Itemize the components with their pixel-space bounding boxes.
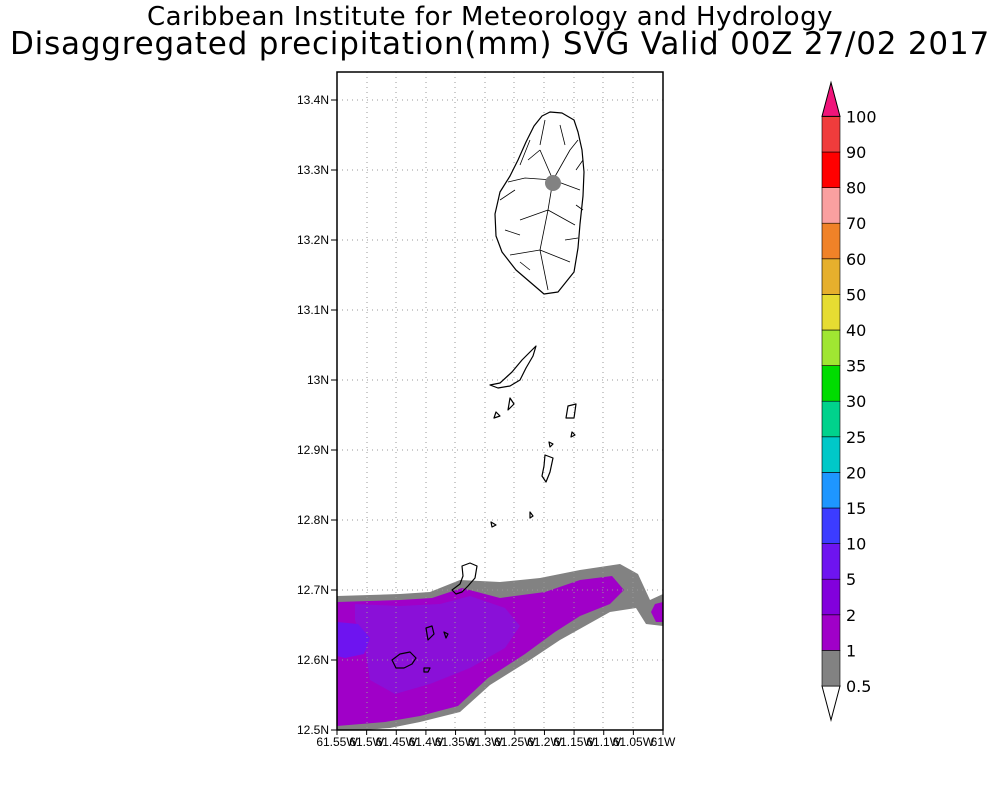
colorbar-swatch	[821, 116, 841, 153]
la-soufriere-summit	[545, 175, 561, 191]
lat-tick-label: 13.4N	[297, 93, 329, 107]
colorbar-swatch	[821, 365, 841, 402]
lon-tick-label: 61.5W	[349, 735, 384, 749]
colorbar-label: 0.5	[846, 677, 871, 696]
colorbar-swatch	[821, 151, 841, 188]
colorbar-underflow-triangle	[821, 685, 841, 722]
colorbar-label: 2	[846, 606, 856, 625]
colorbar-label: 20	[846, 463, 866, 482]
island-carriacou	[391, 651, 417, 669]
colorbar-swatch	[821, 650, 841, 687]
lat-tick-label: 12.7N	[297, 583, 329, 597]
island-small-1	[507, 397, 515, 411]
lon-tick-label: 61.3W	[468, 735, 503, 749]
coastlines	[391, 111, 585, 673]
colorbar-label: 25	[846, 428, 866, 447]
lon-tick-label: 61.1W	[586, 735, 621, 749]
lat-tick-label: 13N	[307, 373, 329, 387]
map-title-institute: Caribbean Institute for Meteorology and …	[147, 2, 833, 32]
latitude-axis: 13.4N 13.3N 13.2N 13.1N 13N 12.9N 12.8N 12.7N 12…	[297, 93, 337, 737]
island-small-6	[529, 511, 534, 519]
colorbar-label: 35	[846, 357, 866, 376]
colorbar-swatch	[821, 258, 841, 295]
colorbar-swatch	[821, 472, 841, 509]
lon-tick-label: 61.2W	[527, 735, 562, 749]
colorbar-label: 60	[846, 250, 866, 269]
longitude-axis: 61.55W61.5W61.45W61.4W61.35W61.3W61.25W6…	[316, 730, 676, 749]
precipitation-field	[337, 564, 663, 730]
colorbar-label: 90	[846, 143, 866, 162]
island-small-7	[443, 631, 449, 639]
colorbar-label: 80	[846, 179, 866, 198]
lat-tick-label: 12.6N	[297, 653, 329, 667]
lat-tick-label: 12.8N	[297, 513, 329, 527]
island-canouan	[541, 454, 554, 483]
island-union	[451, 562, 478, 595]
precip-contour-east-edge	[651, 602, 663, 622]
island-bequia	[489, 345, 537, 389]
lon-tick-label: 61.35W	[435, 735, 477, 749]
colorbar-label: 50	[846, 285, 866, 304]
island-mustique	[565, 403, 577, 419]
colorbar-label: 40	[846, 321, 866, 340]
colorbar-swatch	[821, 543, 841, 580]
lat-tick-label: 13.2N	[297, 233, 329, 247]
colorbar-swatch	[821, 436, 841, 473]
lon-tick-label: 61.25W	[494, 735, 536, 749]
colorbar-swatch	[821, 294, 841, 331]
island-small-3	[570, 431, 576, 438]
colorbar-label: 30	[846, 392, 866, 411]
colorbar-swatch	[821, 578, 841, 616]
lon-tick-label: 61.15W	[553, 735, 595, 749]
map-title-product: Disaggregated precipitation(mm) SVG Vali…	[9, 26, 991, 62]
colorbar-label: 15	[846, 499, 866, 518]
colorbar-swatch	[821, 222, 841, 260]
watershed-lines	[499, 119, 584, 291]
colorbar-label: 70	[846, 214, 866, 233]
lon-tick-label: 61.55W	[316, 735, 358, 749]
island-small-4	[548, 441, 554, 448]
colorbar-label: 10	[846, 535, 866, 554]
precip-contour-5-10	[337, 622, 370, 658]
colorbar-swatch	[821, 187, 841, 224]
lat-tick-label: 13.3N	[297, 163, 329, 177]
lon-tick-label: 61.45W	[376, 735, 418, 749]
lat-tick-label: 12.5N	[297, 723, 329, 737]
colorbar-overflow-triangle	[821, 80, 841, 117]
colorbar-swatch	[821, 329, 841, 366]
colorbar-swatch	[821, 400, 841, 438]
lon-tick-label: 61.05W	[613, 735, 655, 749]
lat-tick-label: 13.1N	[297, 303, 329, 317]
map-frame	[336, 71, 664, 731]
island-st-vincent	[494, 111, 585, 295]
island-carriacou-north	[425, 625, 435, 641]
island-small-2	[493, 411, 501, 419]
island-small-8	[423, 667, 431, 673]
lat-tick-label: 12.9N	[297, 443, 329, 457]
colorbar-label: 100	[846, 107, 877, 126]
lon-tick-label: 61W	[651, 735, 676, 749]
colorbar-label: 1	[846, 641, 856, 660]
lon-tick-label: 61.4W	[409, 735, 444, 749]
colorbar-label: 5	[846, 570, 856, 589]
colorbar-swatch	[821, 507, 841, 544]
precip-contour-2-5	[355, 596, 520, 694]
island-small-5	[490, 521, 497, 528]
colorbar-swatch	[821, 614, 841, 651]
